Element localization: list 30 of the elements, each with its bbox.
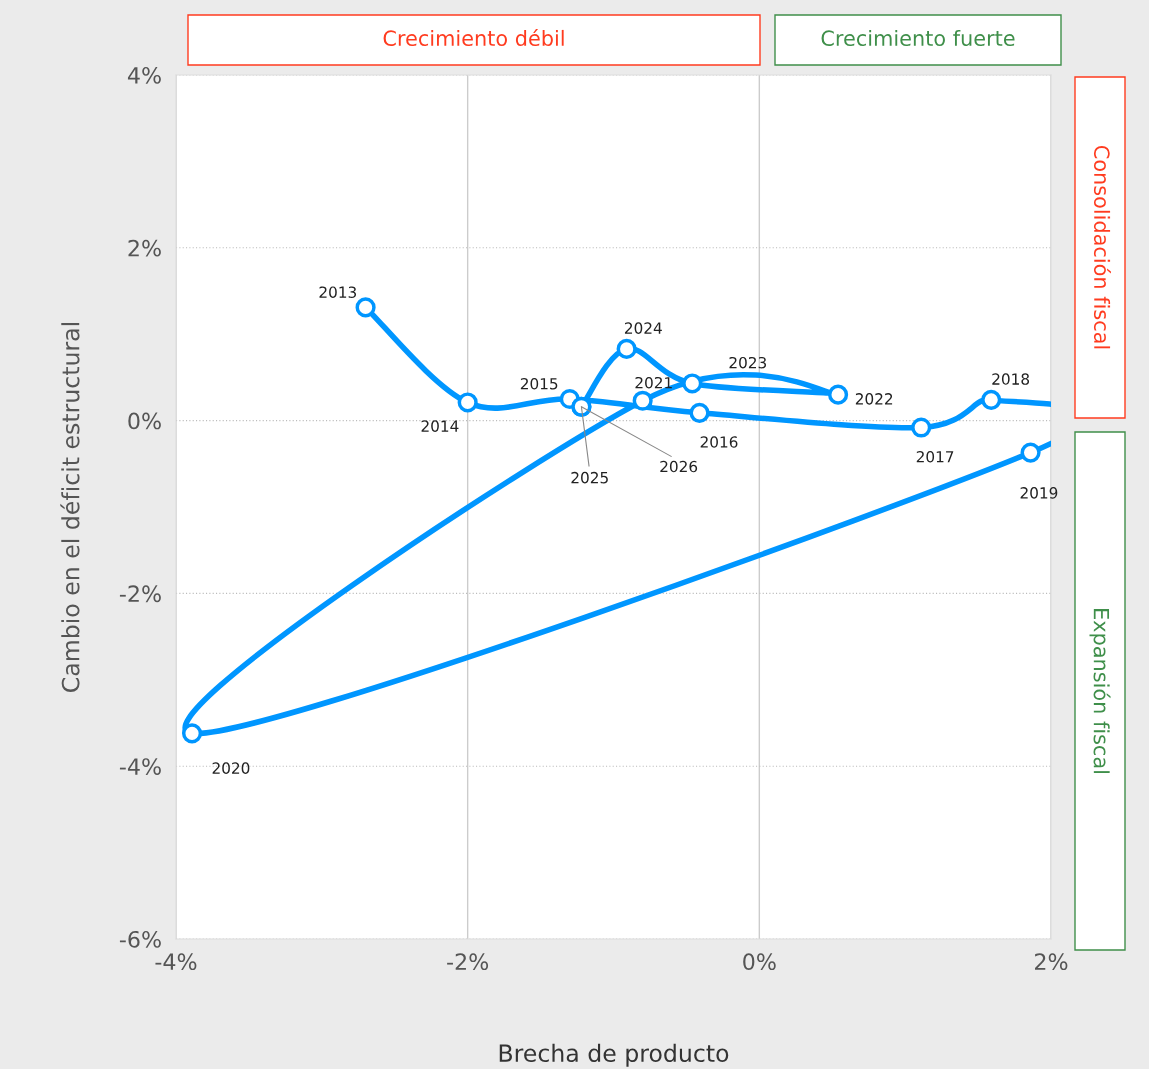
x-tick-label: -4% (155, 953, 197, 971)
y-tick-label: -2% (119, 585, 161, 603)
y-tick-label: 4% (127, 66, 161, 84)
y-tick-label: 2% (128, 239, 161, 257)
annotation: 2019 (1020, 487, 1058, 499)
y-tick-label: -6% (119, 930, 161, 948)
text: Consolidación fiscal (1093, 145, 1111, 349)
annotation: 2022 (855, 393, 893, 405)
x-axis-title: Brecha de producto (499, 1043, 729, 1067)
annotation: 2013 (319, 286, 357, 298)
y-axis-title: Cambio en el déficit estructural (60, 323, 80, 692)
text: Crecimiento fuerte (821, 29, 1015, 47)
annotation: 2016 (700, 436, 738, 448)
annotation: 2014 (421, 420, 459, 432)
x-tick-label: 0% (743, 953, 776, 971)
annotation: 2021 (635, 376, 672, 389)
annotation: 2015 (520, 377, 558, 390)
y-tick-label: -4% (119, 758, 161, 775)
annotation: 2018 (992, 373, 1030, 385)
text: Expansión fiscal (1089, 609, 1111, 773)
annotation: 2025 (571, 471, 608, 484)
x-tick-label: -2% (447, 953, 489, 971)
text: Crecimiento débil (383, 29, 564, 47)
annotation: 2023 (729, 356, 767, 369)
annotation: 2017 (916, 450, 954, 463)
annotation: 2020 (212, 762, 250, 774)
x-tick-label: 2% (1035, 953, 1068, 971)
y-tick-label: 0% (128, 412, 161, 430)
annotation: 2024 (624, 322, 662, 334)
annotation: 2026 (660, 460, 698, 473)
